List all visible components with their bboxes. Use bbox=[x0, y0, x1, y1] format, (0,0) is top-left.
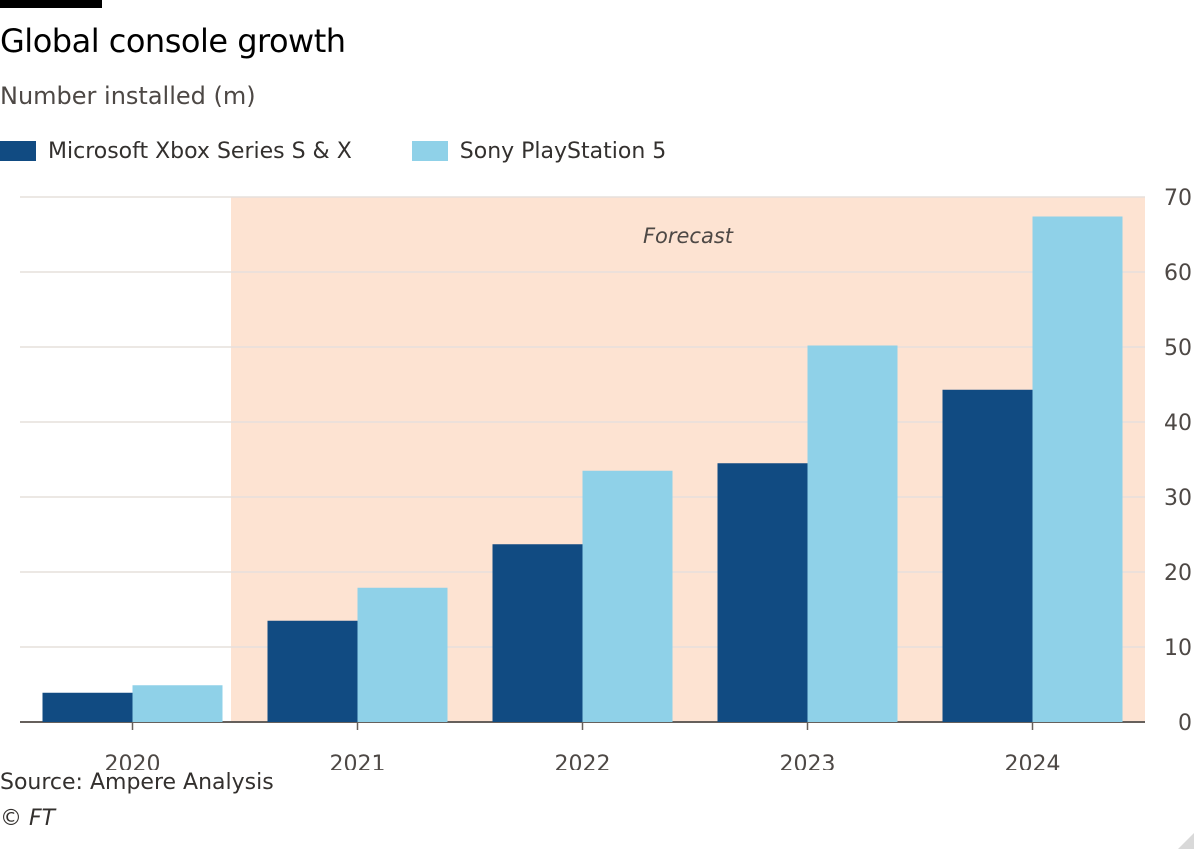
bar-xbox-2021 bbox=[267, 620, 358, 722]
bar-xbox-2020 bbox=[42, 692, 133, 722]
y-tick-label-30: 30 bbox=[1164, 486, 1192, 511]
bar-xbox-2024 bbox=[942, 389, 1033, 722]
chart-subtitle: Number installed (m) bbox=[0, 82, 256, 110]
legend: Microsoft Xbox Series S & X Sony PlaySta… bbox=[0, 136, 726, 166]
y-tick-label-70: 70 bbox=[1164, 186, 1192, 211]
source-note: Source: Ampere Analysis bbox=[0, 770, 274, 795]
y-tick-label-60: 60 bbox=[1164, 261, 1192, 286]
bar-playstation-2024 bbox=[1032, 216, 1123, 722]
top-rule bbox=[0, 0, 102, 8]
x-tick-label-2020: 2020 bbox=[105, 752, 161, 770]
ft-credit: © FT bbox=[0, 806, 56, 831]
legend-label-xbox: Microsoft Xbox Series S & X bbox=[48, 138, 352, 164]
chart-title: Global console growth bbox=[0, 22, 346, 60]
bar-playstation-2021 bbox=[357, 587, 448, 722]
bar-playstation-2020 bbox=[132, 685, 223, 722]
bar-playstation-2022 bbox=[582, 470, 673, 722]
x-tick-label-2024: 2024 bbox=[1005, 752, 1061, 770]
forecast-label: Forecast bbox=[643, 224, 734, 248]
legend-swatch-playstation bbox=[411, 141, 448, 161]
bar-xbox-2022 bbox=[492, 544, 583, 722]
bar-chart: Forecast 0 10 20 30 40 50 60 70 2020 2021 2022 2023 2… bbox=[20, 186, 1192, 770]
legend-label-playstation: Sony PlayStation 5 bbox=[459, 138, 667, 164]
legend-item-playstation: Sony PlayStation 5 bbox=[411, 138, 667, 164]
x-tick-label-2022: 2022 bbox=[555, 752, 611, 770]
y-tick-label-0: 0 bbox=[1178, 711, 1192, 736]
y-tick-label-20: 20 bbox=[1164, 561, 1192, 586]
y-tick-label-40: 40 bbox=[1164, 411, 1192, 436]
x-tick-label-2021: 2021 bbox=[330, 752, 386, 770]
x-tick-label-2023: 2023 bbox=[780, 752, 836, 770]
legend-item-xbox: Microsoft Xbox Series S & X bbox=[0, 139, 352, 164]
y-tick-label-50: 50 bbox=[1164, 336, 1192, 361]
y-tick-label-10: 10 bbox=[1164, 636, 1192, 661]
legend-swatch-xbox bbox=[0, 141, 36, 161]
corner-mark bbox=[1178, 833, 1194, 849]
bar-xbox-2023 bbox=[717, 463, 808, 722]
bar-playstation-2023 bbox=[807, 345, 898, 722]
